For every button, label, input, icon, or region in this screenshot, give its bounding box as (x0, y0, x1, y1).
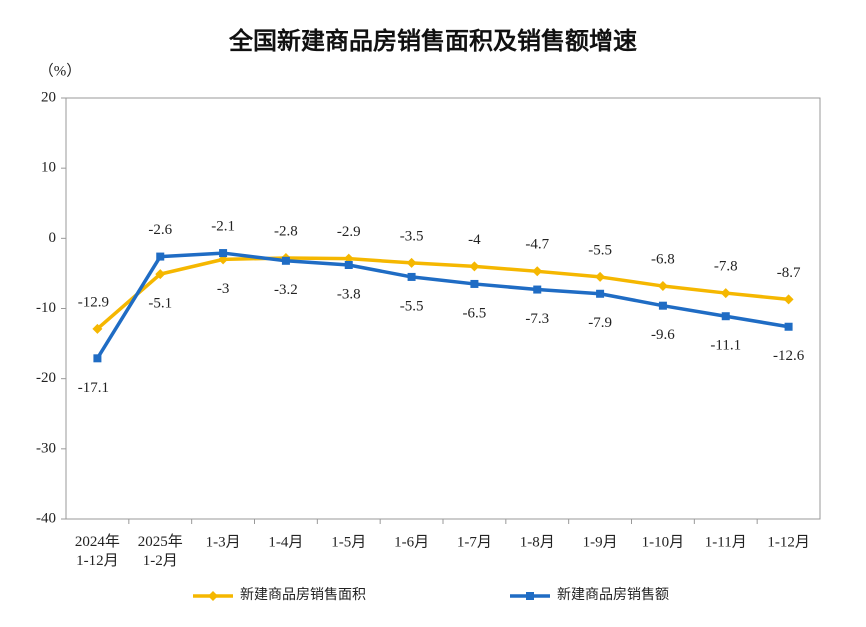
data-label: -4.7 (525, 237, 549, 253)
data-label: -3.2 (274, 282, 298, 298)
y-tick-label: -30 (36, 440, 56, 456)
chart-title: 全国新建商品房销售面积及销售额增速 (228, 27, 637, 55)
data-label: -12.9 (78, 294, 109, 310)
legend-label: 新建商品房销售面积 (240, 587, 366, 603)
data-label: -2.1 (211, 219, 235, 235)
marker (344, 260, 353, 269)
y-tick-label: -10 (36, 300, 56, 316)
plot-frame (65, 97, 821, 520)
data-label: -6.8 (651, 251, 675, 267)
marker (721, 312, 730, 321)
marker (93, 354, 102, 363)
y-tick-label: 20 (41, 89, 56, 105)
y-tick-label: -20 (36, 370, 56, 386)
marker (658, 301, 667, 310)
y-tick-label: 0 (49, 230, 57, 246)
marker (281, 256, 290, 265)
data-label: -7.3 (525, 311, 549, 327)
data-label: -3.5 (400, 228, 424, 244)
x-tick-label: 1-6月 (394, 534, 429, 550)
data-label: -8.7 (777, 265, 801, 281)
legend-marker (526, 592, 534, 600)
marker (595, 271, 606, 282)
data-label: -3.8 (337, 286, 361, 302)
data-label: -5.5 (588, 242, 612, 258)
data-label: -7.9 (588, 315, 612, 331)
data-label: -5.5 (400, 298, 424, 314)
series-line (95, 251, 789, 360)
data-label: -9.6 (651, 327, 675, 343)
marker (720, 288, 731, 299)
y-tick-label: -40 (36, 510, 56, 526)
marker (596, 289, 605, 298)
marker (469, 261, 480, 272)
x-tick-label: 2024年 1-12月 (75, 533, 120, 569)
marker (533, 285, 542, 294)
data-label: -3 (217, 281, 230, 297)
marker (783, 294, 794, 305)
data-label: -2.8 (274, 223, 298, 239)
x-tick-label: 1-12月 (767, 534, 810, 550)
marker (784, 322, 793, 331)
x-tick-label: 1-9月 (583, 534, 618, 550)
marker (532, 266, 543, 277)
data-label: -17.1 (78, 380, 109, 396)
y-axis-label: （%） (39, 62, 82, 79)
x-tick-label: 1-3月 (206, 534, 241, 550)
y-tick-label: 10 (41, 160, 56, 176)
marker (470, 279, 479, 288)
marker (155, 269, 166, 280)
data-label: -11.1 (710, 338, 741, 354)
data-label: -2.9 (337, 224, 361, 240)
x-tick-label: 1-4月 (268, 534, 303, 550)
legend-marker (208, 591, 218, 601)
marker (92, 323, 103, 334)
marker (219, 249, 228, 258)
marker (657, 281, 668, 292)
series-line (96, 256, 789, 331)
x-tick-label: 2025年 1-2月 (138, 533, 183, 569)
marker (156, 252, 165, 261)
x-tick-label: 1-8月 (520, 534, 555, 550)
marker (406, 257, 417, 268)
data-label: -2.6 (148, 222, 172, 238)
data-label: -5.1 (148, 296, 172, 312)
x-tick-label: 1-5月 (331, 534, 366, 550)
x-tick-label: 1-11月 (705, 534, 747, 550)
x-tick-label: 1-10月 (642, 534, 685, 550)
legend-label: 新建商品房销售额 (557, 587, 669, 603)
x-tick-label: 1-7月 (457, 534, 492, 550)
marker (407, 272, 416, 281)
data-label: -7.8 (714, 259, 738, 275)
data-label: -12.6 (773, 348, 805, 364)
data-label: -6.5 (463, 305, 487, 321)
data-label: -4 (468, 232, 481, 248)
